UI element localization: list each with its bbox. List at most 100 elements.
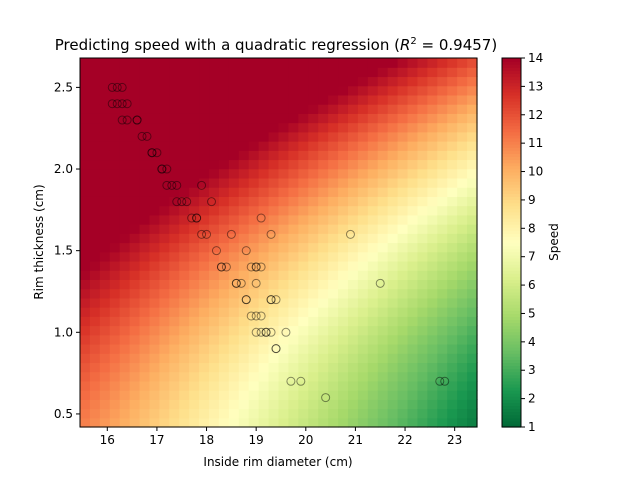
heatmap-cell bbox=[347, 297, 359, 308]
heatmap-cell bbox=[238, 141, 250, 151]
heatmap-cell bbox=[268, 58, 280, 68]
heatmap-cell bbox=[318, 67, 329, 78]
heatmap-cell bbox=[149, 187, 161, 197]
colorbar-segment bbox=[502, 300, 521, 305]
heatmap-cell bbox=[149, 58, 161, 68]
colorbar-segment bbox=[502, 310, 521, 314]
heatmap-cell bbox=[248, 242, 260, 253]
heatmap-cell bbox=[228, 177, 240, 188]
heatmap-cell bbox=[89, 362, 101, 373]
data-point bbox=[256, 262, 266, 272]
heatmap-cell bbox=[308, 408, 319, 419]
heatmap-cell bbox=[119, 343, 131, 354]
heatmap-cell bbox=[199, 187, 210, 197]
heatmap-cell bbox=[377, 76, 389, 87]
heatmap-cell bbox=[338, 150, 349, 161]
heatmap-cell bbox=[139, 325, 151, 336]
data-point bbox=[251, 262, 261, 272]
heatmap-cell bbox=[159, 58, 170, 68]
colorbar-segment bbox=[502, 141, 521, 145]
heatmap-cell bbox=[189, 417, 200, 428]
heatmap-cell bbox=[238, 325, 250, 336]
heatmap-cell bbox=[467, 325, 478, 336]
colorbar-segment bbox=[502, 107, 521, 111]
heatmap-cell bbox=[308, 380, 319, 391]
heatmap-cell bbox=[417, 334, 428, 345]
colorbar-segment bbox=[502, 190, 521, 194]
heatmap-cell bbox=[278, 159, 290, 170]
heatmap-cell bbox=[268, 131, 280, 142]
heatmap-cell bbox=[288, 343, 299, 354]
heatmap-cell bbox=[248, 159, 260, 170]
heatmap-cell bbox=[377, 362, 389, 373]
heatmap-cell bbox=[268, 94, 280, 105]
heatmap-cell bbox=[377, 399, 389, 410]
heatmap-cell bbox=[129, 224, 141, 234]
heatmap-cell bbox=[238, 279, 250, 290]
colorbar-tick-label: 10 bbox=[528, 165, 543, 179]
heatmap-cell bbox=[278, 76, 290, 87]
heatmap-cell bbox=[437, 343, 448, 354]
colorbar-segment bbox=[502, 380, 521, 385]
heatmap-cell bbox=[209, 316, 220, 327]
heatmap-cell bbox=[159, 76, 170, 87]
heatmap-cell bbox=[447, 362, 458, 373]
heatmap-cell bbox=[179, 177, 190, 188]
heatmap-cell bbox=[258, 141, 270, 151]
colorbar-segment bbox=[502, 119, 521, 124]
heatmap-cell bbox=[139, 205, 151, 216]
heatmap-cell bbox=[288, 408, 299, 419]
data-point bbox=[241, 246, 251, 256]
heatmap-cell bbox=[328, 104, 339, 114]
heatmap-cell bbox=[417, 94, 428, 105]
colorbar-segment bbox=[502, 220, 521, 225]
heatmap-cell bbox=[467, 279, 478, 290]
heatmap-cell bbox=[288, 399, 299, 410]
heatmap-cell bbox=[179, 288, 190, 299]
colorbar-segment bbox=[502, 273, 521, 277]
heatmap-cell bbox=[457, 85, 468, 96]
heatmap-cell bbox=[387, 122, 399, 133]
heatmap-cell bbox=[189, 353, 200, 364]
heatmap-cell bbox=[467, 150, 478, 161]
heatmap-cell bbox=[407, 307, 419, 317]
heatmap-cell bbox=[199, 371, 210, 382]
colorbar-segment bbox=[502, 193, 521, 197]
colorbar-segment bbox=[502, 165, 521, 170]
colorbar-segment bbox=[502, 377, 521, 382]
heatmap-cell bbox=[169, 325, 180, 336]
heatmap-cell bbox=[298, 297, 309, 308]
heatmap-cell bbox=[437, 187, 448, 197]
heatmap-cell bbox=[80, 214, 91, 225]
heatmap-cell bbox=[278, 353, 290, 364]
heatmap-cell bbox=[119, 288, 131, 299]
heatmap-cell bbox=[397, 122, 409, 133]
heatmap-cell bbox=[387, 67, 399, 78]
heatmap-cell bbox=[467, 141, 478, 151]
heatmap-cell bbox=[288, 316, 299, 327]
heatmap-cell bbox=[328, 260, 339, 271]
colorbar-segment bbox=[502, 153, 521, 157]
heatmap-cell bbox=[357, 390, 369, 400]
heatmap-cell bbox=[457, 187, 468, 197]
heatmap-cell bbox=[159, 297, 170, 308]
heatmap-cell bbox=[298, 279, 309, 290]
heatmap-cell bbox=[417, 380, 428, 391]
heatmap-cell bbox=[457, 371, 468, 382]
heatmap-cell bbox=[457, 288, 468, 299]
heatmap-cell bbox=[80, 353, 91, 364]
heatmap-cell bbox=[367, 150, 379, 161]
heatmap-cell bbox=[238, 224, 250, 234]
heatmap-cell bbox=[109, 150, 121, 161]
heatmap-cell bbox=[258, 76, 270, 87]
heatmap-cell bbox=[189, 251, 200, 262]
heatmap-cell bbox=[457, 362, 468, 373]
heatmap-cell bbox=[298, 399, 309, 410]
heatmap-cell bbox=[328, 150, 339, 161]
data-point bbox=[172, 197, 182, 207]
heatmap-cell bbox=[248, 353, 260, 364]
heatmap-cell bbox=[437, 297, 448, 308]
heatmap-cell bbox=[397, 168, 409, 179]
heatmap-cell bbox=[119, 417, 131, 428]
heatmap-cell bbox=[308, 159, 319, 170]
